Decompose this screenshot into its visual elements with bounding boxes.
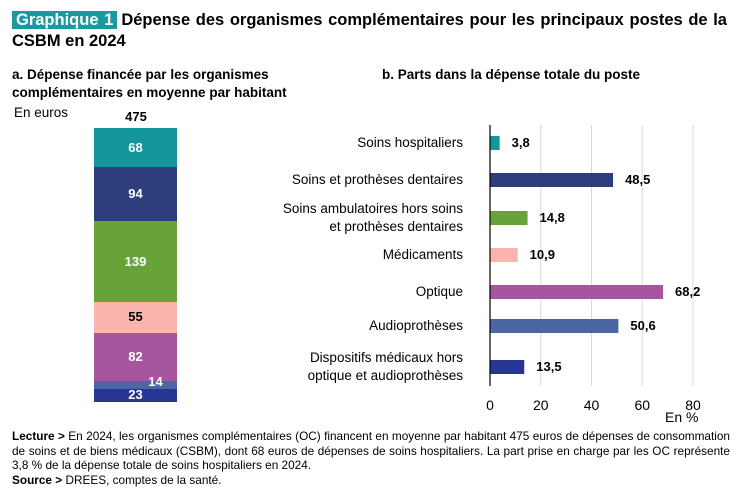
source-text: DREES, comptes de la santé. — [62, 472, 222, 487]
bar — [490, 248, 518, 262]
x-tick-label: 0 — [486, 397, 494, 413]
figure-title-text: Dépense des organismes complémentaires p… — [12, 11, 727, 50]
stack-segment — [94, 333, 177, 381]
panel-a-unit: En euros — [14, 105, 69, 120]
stack-segment-label: 94 — [128, 186, 143, 202]
category-label-line: Audioprothèses — [369, 318, 463, 333]
x-tick-label: 40 — [583, 397, 600, 413]
bar-value-label: 50,6 — [630, 318, 656, 333]
category-label: Soins ambulatoires hors soins et prothèse… — [283, 200, 463, 236]
category-label: Soins et prothèses dentaires — [292, 171, 463, 189]
stack-segment — [94, 221, 177, 302]
panel-b-title: b. Parts dans la dépense totale du poste — [382, 67, 641, 82]
stack-segment-label: 14 — [148, 373, 163, 389]
lecture-text: En 2024, les organismes complémentaires … — [12, 429, 730, 472]
source-note: Source > DREES, comptes de la santé. — [12, 473, 730, 488]
category-label: Audioprothèses — [369, 317, 463, 335]
bar-value-label: 13,5 — [536, 359, 562, 374]
stack-segment-label: 82 — [128, 349, 143, 364]
category-label-line: Soins ambulatoires hors soins — [282, 201, 463, 216]
category-label: Soins hospitaliers — [357, 134, 463, 152]
bar-value-label: 48,5 — [625, 172, 651, 187]
stack-segment — [94, 380, 177, 389]
stack-segment — [94, 301, 177, 334]
x-tick-label: 20 — [532, 397, 549, 413]
figure-title: Graphique 1 Dépense des organismes complé… — [12, 10, 727, 52]
x-tick-label: 80 — [685, 397, 701, 413]
x-axis-unit: En % — [665, 409, 699, 425]
stack-segment — [94, 167, 177, 222]
bar-value-label: 68,2 — [675, 284, 701, 299]
x-tick-label: 60 — [634, 397, 651, 413]
panel-a-total: 475 — [125, 109, 147, 124]
lecture-note: Lecture > En 2024, les organismes complé… — [12, 429, 730, 473]
stack-segment — [94, 388, 177, 402]
stack-segment-label: 55 — [128, 309, 143, 325]
figure-badge: Graphique 1 — [12, 11, 118, 29]
lecture-label: Lecture > — [12, 429, 65, 443]
category-label-line: Dispositifs médicaux hors — [309, 350, 463, 365]
category-label-line: Optique — [415, 284, 463, 299]
notes: Lecture > En 2024, les organismes complé… — [12, 429, 730, 487]
bar-value-label: 14,8 — [539, 210, 565, 225]
bar — [490, 136, 500, 150]
category-label: Médicaments — [383, 246, 463, 264]
category-label: Optique — [416, 283, 463, 301]
category-label-line: Médicaments — [382, 247, 463, 262]
source-label: Source > — [12, 472, 63, 487]
bar — [490, 319, 619, 333]
category-label: Dispositifs médicaux hors optique et audi… — [308, 349, 463, 385]
stack-segment — [94, 128, 177, 168]
category-label-line: Soins hospitaliers — [357, 135, 463, 150]
stack-segment-label: 23 — [128, 386, 143, 402]
stack-segment-label: 139 — [124, 253, 147, 269]
category-label-line: optique et audioprothèses — [307, 368, 463, 383]
bar-value-label: 3,8 — [511, 135, 530, 150]
bar-value-label: 10,9 — [529, 247, 555, 262]
bar — [490, 285, 664, 299]
bar — [490, 360, 525, 374]
bar — [490, 173, 614, 187]
bar — [490, 211, 528, 225]
category-label-line: Soins et prothèses dentaires — [291, 172, 463, 187]
stack-segment-label: 68 — [128, 139, 143, 155]
panel-a-title: a. Dépense financée par les organismes c… — [12, 67, 287, 100]
category-label-line: et prothèses dentaires — [329, 219, 463, 234]
